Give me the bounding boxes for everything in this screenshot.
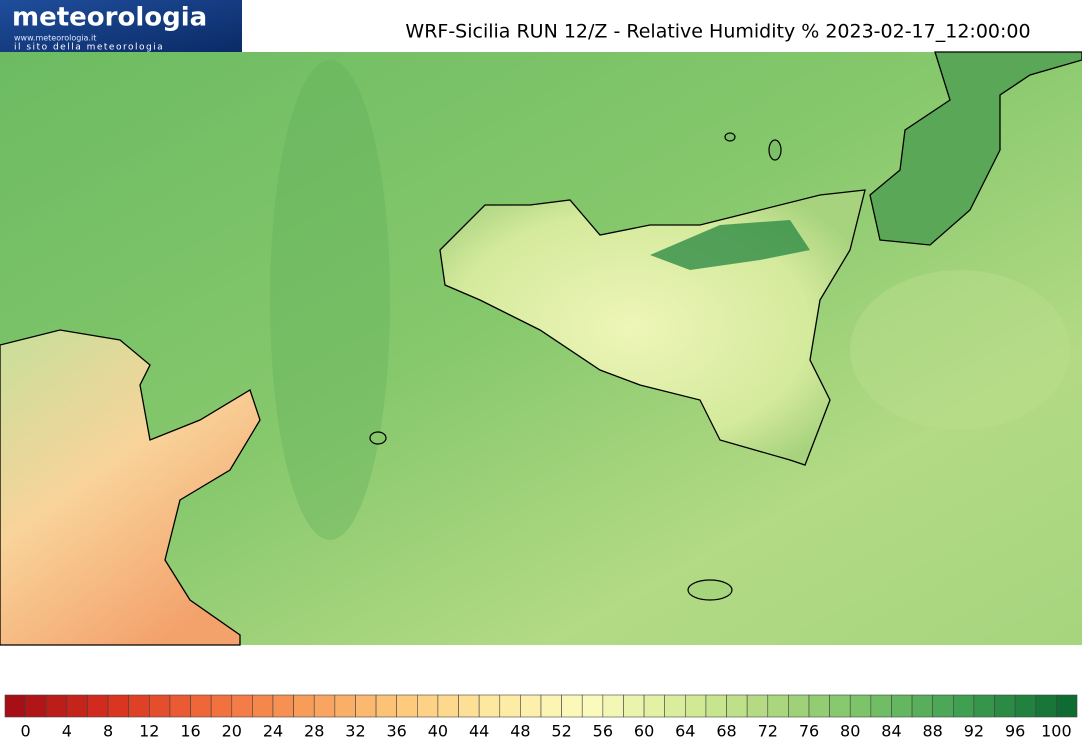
map-title: WRF-Sicilia RUN 12/Z - Relative Humidity… <box>405 21 1030 43</box>
colorbar-cell <box>602 694 624 718</box>
colorbar-cell <box>355 694 377 718</box>
colorbar-cell <box>437 694 459 718</box>
colorbar-cell <box>788 694 810 718</box>
logo: meteorologia <box>12 3 207 33</box>
colorbar-cell <box>1056 694 1078 718</box>
colorbar-cell <box>953 694 975 718</box>
colorbar-label: 52 <box>551 722 571 739</box>
colorbar-cell <box>520 694 542 718</box>
colorbar-cell <box>478 694 501 718</box>
colorbar-cell <box>891 694 913 718</box>
colorbar-cell <box>313 694 336 718</box>
colorbar-label: 92 <box>964 722 984 739</box>
colorbar-cell <box>561 694 583 718</box>
colorbar-label: 76 <box>799 722 819 739</box>
colorbar-cell <box>128 694 150 718</box>
colorbar-cell <box>66 694 88 718</box>
aeolian-islands <box>768 139 782 161</box>
colorbar-cell <box>581 694 604 718</box>
colorbar-cell <box>994 694 1016 718</box>
colorbar-label: 32 <box>345 722 365 739</box>
colorbar-cell <box>705 694 727 718</box>
colorbar-cell <box>293 694 315 718</box>
colorbar-cell <box>808 694 830 718</box>
colorbar-label: 4 <box>62 722 72 739</box>
colorbar-cell <box>149 694 171 718</box>
colorbar-cell <box>643 694 665 718</box>
colorbar-cell <box>685 694 707 718</box>
pantelleria <box>369 431 387 445</box>
logo-box <box>0 0 242 52</box>
malta <box>687 579 733 601</box>
colorbar-cell <box>107 694 129 718</box>
colorbar-cell <box>623 694 645 718</box>
colorbar-label: 96 <box>1005 722 1025 739</box>
colorbar-label: 72 <box>758 722 778 739</box>
colorbar-label: 12 <box>139 722 159 739</box>
colorbar-label: 48 <box>510 722 530 739</box>
colorbar-label: 56 <box>593 722 613 739</box>
tunisia-coast <box>0 329 261 646</box>
colorbar-label: 24 <box>263 722 283 739</box>
colorbar-cell <box>231 694 253 718</box>
colorbar-cell <box>190 694 212 718</box>
colorbar-label: 40 <box>428 722 448 739</box>
colorbar-cell <box>45 694 68 718</box>
colorbar-cell <box>767 694 789 718</box>
colorbar-label: 0 <box>21 722 31 739</box>
colorbar-cell <box>1014 694 1037 718</box>
colorbar-cell <box>87 694 109 718</box>
colorbar-label: 100 <box>1041 722 1072 739</box>
colorbar-cell <box>664 694 686 718</box>
dry-swirl <box>850 270 1070 430</box>
colorbar-cell <box>4 694 26 718</box>
colorbar-cell <box>746 694 769 718</box>
colorbar-cell <box>726 694 748 718</box>
colorbar-cell <box>829 694 851 718</box>
colorbar-cell <box>169 694 191 718</box>
colorbar-cell <box>25 694 47 718</box>
colorbar-label: 60 <box>634 722 654 739</box>
colorbar-cell <box>849 694 872 718</box>
colorbar-cell <box>540 694 562 718</box>
colorbar-label: 64 <box>675 722 695 739</box>
colorbar-label: 36 <box>387 722 407 739</box>
colorbar-cell <box>973 694 995 718</box>
humid-band <box>270 60 390 540</box>
colorbar-cell <box>499 694 521 718</box>
colorbar-label: 20 <box>222 722 242 739</box>
colorbar-label: 84 <box>881 722 901 739</box>
colorbar-label: 16 <box>180 722 200 739</box>
aeolian-islands <box>724 132 736 142</box>
colorbar-label: 88 <box>923 722 943 739</box>
colorbar-label: 28 <box>304 722 324 739</box>
logo-url: www.meteorologia.it <box>14 34 96 43</box>
colorbar-label: 8 <box>103 722 113 739</box>
colorbar: 0 4 8 12 16 20 24 28 32 36 40 44 48 52 56 60 64 68 72 76 80 8… <box>4 694 1078 739</box>
colorbar-cell <box>375 694 397 718</box>
colorbar-cell <box>252 694 274 718</box>
colorbar-cell <box>210 694 233 718</box>
logo-tagline: il sito della meteorologia <box>14 43 164 53</box>
colorbar-label: 80 <box>840 722 860 739</box>
colorbar-cell <box>870 694 892 718</box>
colorbar-cell <box>458 694 480 718</box>
colorbar-cell <box>932 694 954 718</box>
humid-etna <box>650 220 810 270</box>
calabria <box>869 51 1082 246</box>
colorbar-cell <box>1035 694 1057 718</box>
colorbar-label: 68 <box>716 722 736 739</box>
colorbar-cell <box>396 694 418 718</box>
colorbar-cell <box>911 694 933 718</box>
colorbar-cell <box>272 694 294 718</box>
colorbar-cell <box>334 694 356 718</box>
colorbar-label: 44 <box>469 722 489 739</box>
colorbar-cell <box>417 694 439 718</box>
